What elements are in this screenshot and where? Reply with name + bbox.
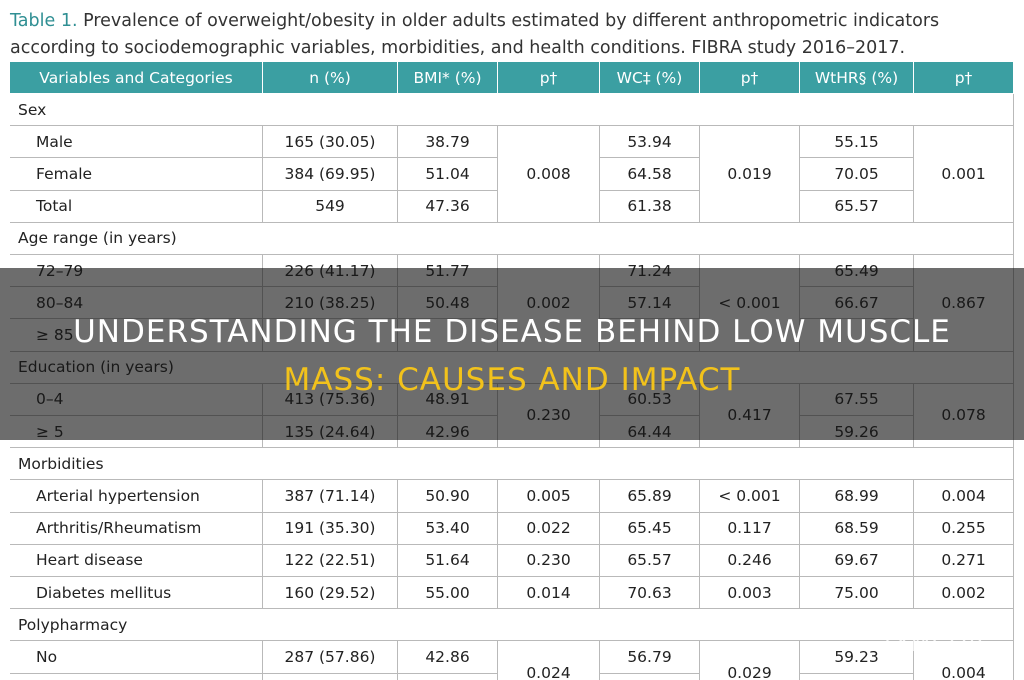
header-cell: p† <box>700 62 800 94</box>
data-cell <box>800 673 914 680</box>
caption-label: Table 1. <box>10 11 78 31</box>
header-cell: Variables and Categories <box>10 62 263 94</box>
p-value: 0.022 <box>498 512 600 545</box>
p-value: 0.117 <box>700 512 800 545</box>
p-value: 0.014 <box>498 577 600 610</box>
data-cell: 65.57 <box>800 190 914 223</box>
data-cell: 51.64 <box>398 544 498 577</box>
p-value: 0.004 <box>914 641 1014 680</box>
p-value: 0.019 <box>700 126 800 223</box>
header-cell: p† <box>914 62 1014 94</box>
data-cell: 53.40 <box>398 512 498 545</box>
row-label: Arthritis/Rheumatism <box>10 512 263 545</box>
data-cell: 50.90 <box>398 480 498 513</box>
p-value: 0.246 <box>700 544 800 577</box>
row-label: Female <box>10 158 263 191</box>
data-cell <box>10 673 263 680</box>
section-title: Morbidities <box>10 448 1014 481</box>
data-cell: 38.79 <box>398 126 498 159</box>
p-value: 0.004 <box>914 480 1014 513</box>
header-cell: n (%) <box>263 62 398 94</box>
data-cell: 165 (30.05) <box>263 126 398 159</box>
p-value: 0.002 <box>914 577 1014 610</box>
header-cell: WtHR§ (%) <box>800 62 914 94</box>
row-label: No <box>10 641 263 674</box>
data-cell: 56.79 <box>600 641 700 674</box>
overlay-title: MASS: CAUSES AND IMPACT <box>283 362 741 398</box>
watermark: LYMCOR <box>884 632 986 657</box>
p-value: 0.255 <box>914 512 1014 545</box>
p-value: 0.271 <box>914 544 1014 577</box>
data-cell: 55.15 <box>800 126 914 159</box>
data-cell: 160 (29.52) <box>263 577 398 610</box>
data-cell: 68.59 <box>800 512 914 545</box>
data-cell: 70.05 <box>800 158 914 191</box>
row-label: Diabetes mellitus <box>10 577 263 610</box>
section-title: Sex <box>10 94 1014 127</box>
data-cell: 70.63 <box>600 577 700 610</box>
data-cell <box>398 673 498 680</box>
row-label: Male <box>10 126 263 159</box>
data-cell: 51.04 <box>398 158 498 191</box>
data-cell: 75.00 <box>800 577 914 610</box>
data-cell: 42.86 <box>398 641 498 674</box>
data-cell: 59.23 <box>800 641 914 674</box>
row-label: Arterial hypertension <box>10 480 263 513</box>
header-cell: WC‡ (%) <box>600 62 700 94</box>
p-value: 0.003 <box>700 577 800 610</box>
data-cell <box>600 673 700 680</box>
overlay-title: UNDERSTANDING THE DISEASE BEHIND LOW MUS… <box>73 314 951 350</box>
section-title: Age range (in years) <box>10 222 1014 255</box>
data-cell: 64.58 <box>600 158 700 191</box>
header-cell: BMI* (%) <box>398 62 498 94</box>
p-value: 0.029 <box>700 641 800 680</box>
data-cell: 61.38 <box>600 190 700 223</box>
data-cell: 65.57 <box>600 544 700 577</box>
data-cell: 387 (71.14) <box>263 480 398 513</box>
p-value: 0.008 <box>498 126 600 223</box>
p-value: < 0.001 <box>700 480 800 513</box>
data-cell: 53.94 <box>600 126 700 159</box>
caption-text: Prevalence of overweight/obesity in olde… <box>10 11 940 58</box>
data-cell: 122 (22.51) <box>263 544 398 577</box>
data-cell <box>263 673 398 680</box>
header-cell: p† <box>498 62 600 94</box>
data-cell: 384 (69.95) <box>263 158 398 191</box>
row-label: Total <box>10 190 263 223</box>
data-cell: 549 <box>263 190 398 223</box>
p-value: 0.230 <box>498 544 600 577</box>
data-cell: 55.00 <box>398 577 498 610</box>
data-cell: 287 (57.86) <box>263 641 398 674</box>
data-cell: 191 (35.30) <box>263 512 398 545</box>
section-title: Polypharmacy <box>10 609 1014 642</box>
data-cell: 68.99 <box>800 480 914 513</box>
data-cell: 69.67 <box>800 544 914 577</box>
data-cell: 65.45 <box>600 512 700 545</box>
data-cell: 47.36 <box>398 190 498 223</box>
p-value: 0.005 <box>498 480 600 513</box>
p-value: 0.001 <box>914 126 1014 223</box>
p-value: 0.024 <box>498 641 600 680</box>
overlay-band <box>0 268 1024 440</box>
row-label: Heart disease <box>10 544 263 577</box>
data-cell: 65.89 <box>600 480 700 513</box>
caption: Table 1. Prevalence of overweight/obesit… <box>10 8 1020 62</box>
